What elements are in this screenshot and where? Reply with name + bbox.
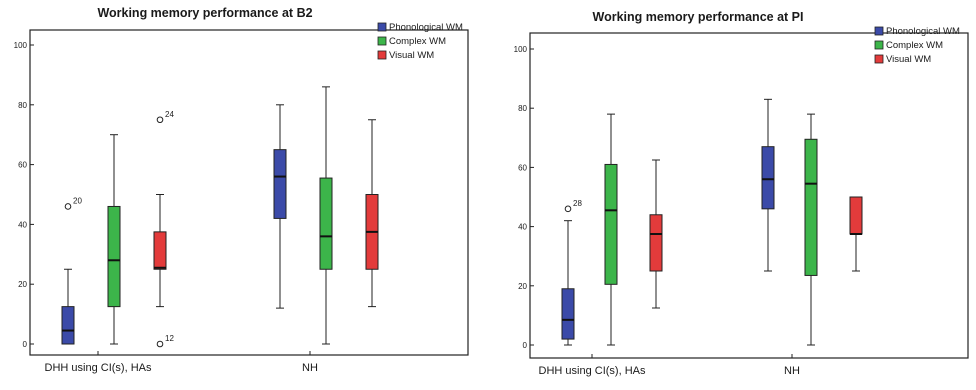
outlier-point — [564, 205, 572, 213]
y-tick-label: 60 — [18, 161, 27, 170]
box-visual-wm-2 — [849, 196, 863, 272]
y-tick-label: 40 — [18, 220, 27, 229]
box-iqr — [107, 205, 121, 308]
box-iqr — [153, 231, 167, 270]
box-iqr — [849, 196, 863, 235]
box-iqr — [61, 306, 75, 345]
box-iqr — [561, 288, 575, 340]
legend-label: Visual WM — [886, 54, 931, 65]
legend-label: Complex WM — [389, 36, 446, 47]
legend-swatch — [874, 40, 884, 50]
y-tick-label: 40 — [518, 223, 527, 232]
box-complex-wm-1 — [107, 134, 121, 345]
outlier-point — [156, 116, 164, 124]
box-iqr — [604, 163, 618, 285]
legend-swatch — [874, 54, 884, 64]
box-complex-wm-1 — [604, 113, 618, 346]
y-tick-label: 0 — [523, 341, 528, 350]
outlier-label: 28 — [573, 199, 582, 208]
plot-frame — [529, 32, 969, 359]
y-tick-label: 60 — [518, 163, 527, 172]
outlier-point — [64, 203, 72, 210]
x-category-label: NH — [784, 365, 800, 377]
box-phonological-wm-1: 28 — [561, 199, 582, 346]
y-tick-label: 100 — [514, 45, 528, 54]
outlier-point — [156, 340, 164, 348]
legend-label: Complex WM — [886, 40, 943, 51]
chart-title: Working memory performance at PI — [593, 10, 804, 24]
box-iqr — [319, 177, 333, 270]
box-phonological-wm-2 — [273, 104, 287, 309]
y-tick-label: 0 — [23, 340, 28, 349]
plot-frame — [29, 29, 469, 356]
box-complex-wm-2 — [319, 86, 333, 345]
y-tick-label: 20 — [18, 280, 27, 289]
x-category-label: DHH using CI(s), HAs — [539, 365, 646, 377]
y-tick-label: 80 — [18, 101, 27, 110]
box-phonological-wm-1: 20 — [61, 196, 82, 345]
legend-swatch — [377, 50, 387, 60]
chart-panel-1: Working memory performance at B2 0 20 40 60 8… — [14, 6, 469, 374]
outlier-label: 24 — [165, 110, 174, 119]
box-iqr — [649, 214, 663, 272]
outlier-label: 12 — [165, 334, 174, 343]
legend-label: Phonological WM — [389, 22, 463, 33]
outlier-label: 20 — [73, 196, 82, 205]
box-iqr — [273, 149, 287, 219]
y-tick-label: 100 — [14, 41, 28, 50]
x-category-label: NH — [302, 362, 318, 374]
box-complex-wm-2 — [804, 113, 818, 346]
legend-swatch — [377, 22, 387, 32]
box-visual-wm-1 — [649, 159, 663, 309]
box-iqr — [804, 138, 818, 276]
chart-panel-2: Working memory performance at PI 0 20 40 60 8… — [514, 10, 969, 377]
legend-swatch — [377, 36, 387, 46]
box-phonological-wm-2 — [761, 98, 775, 272]
y-tick-label: 20 — [518, 282, 527, 291]
box-iqr — [761, 146, 775, 210]
box-visual-wm-2 — [365, 119, 379, 308]
legend-swatch — [874, 26, 884, 36]
box-visual-wm-1: 24 12 — [153, 110, 174, 348]
chart-title: Working memory performance at B2 — [97, 6, 312, 20]
y-tick-label: 80 — [518, 104, 527, 113]
x-category-label: DHH using CI(s), HAs — [45, 362, 152, 374]
legend-label: Visual WM — [389, 50, 434, 61]
legend-label: Phonological WM — [886, 26, 960, 37]
